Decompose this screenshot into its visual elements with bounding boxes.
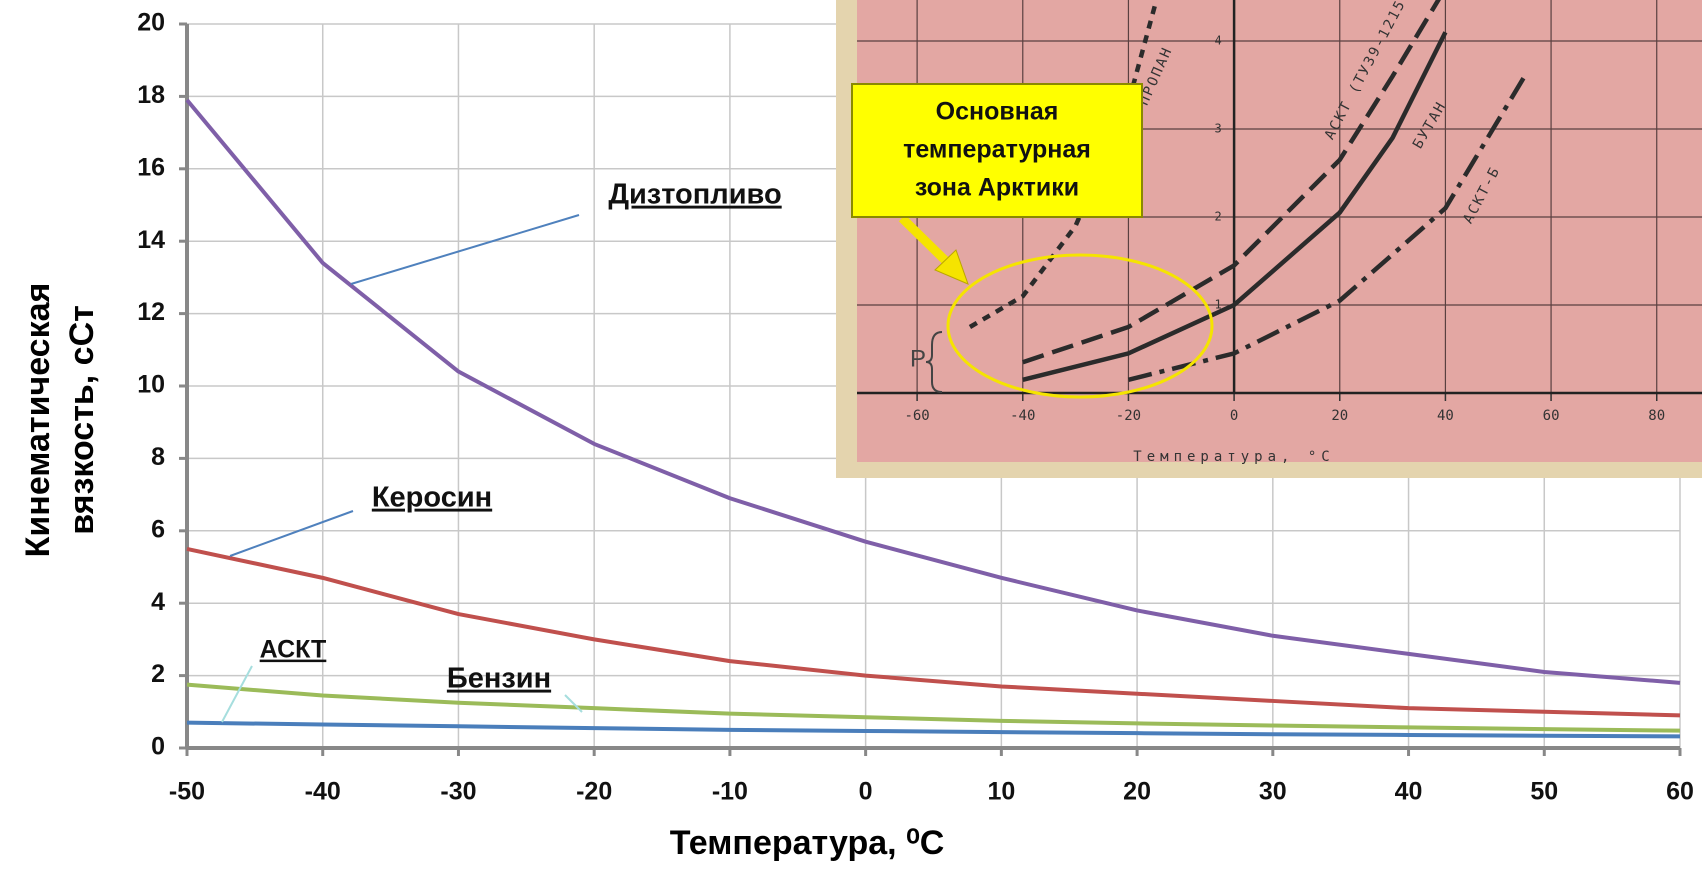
inset-y-tick-label: 4 <box>1214 34 1221 48</box>
y-tick-label: 0 <box>151 733 165 761</box>
callout-text: Основная <box>936 98 1059 126</box>
y-tick-label: 2 <box>151 660 165 688</box>
series-label: Бензин <box>447 663 551 695</box>
x-tick-label: 10 <box>987 778 1015 806</box>
y-tick-label: 14 <box>137 226 165 254</box>
x-tick-label: 50 <box>1530 778 1558 806</box>
y-tick-label: 8 <box>151 443 165 471</box>
series-label: АСКТ <box>260 636 327 664</box>
chart: Температура, ⁰C Кинематическая вязкость,… <box>0 0 1702 873</box>
x-tick-label: -20 <box>576 778 612 806</box>
x-axis-title: Температура, ⁰C <box>670 824 945 862</box>
y-tick-label: 6 <box>151 515 165 543</box>
series-label: Дизтопливо <box>608 179 781 211</box>
y-axis-title-line: Кинематическая <box>19 283 57 558</box>
inset-x-tick-label: 40 <box>1437 408 1454 424</box>
x-tick-label: 30 <box>1259 778 1287 806</box>
y-tick-label: 16 <box>137 153 165 181</box>
callout-text: зона Арктики <box>915 174 1079 202</box>
y-axis-title: Кинематическая вязкость, сСт <box>19 283 101 558</box>
inset-y-tick-label: 3 <box>1214 122 1221 136</box>
inset-x-tick-label: -40 <box>1010 408 1035 424</box>
leader-line <box>222 666 252 722</box>
y-axis-title-line: вязкость, сСт <box>63 305 101 535</box>
x-tick-label: -10 <box>712 778 748 806</box>
x-tick-label: 0 <box>859 778 873 806</box>
series-label: Керосин <box>372 482 492 514</box>
y-tick-label: 20 <box>137 9 165 37</box>
y-tick-label: 18 <box>137 81 165 109</box>
inset-x-tick-label: -60 <box>904 408 929 424</box>
y-tick-label: 12 <box>137 298 165 326</box>
x-tick-label: -30 <box>440 778 476 806</box>
y-tick-label: 10 <box>137 371 165 399</box>
x-tick-label: 40 <box>1395 778 1423 806</box>
inset-x-tick-label: 20 <box>1331 408 1348 424</box>
inset-x-tick-label: 60 <box>1543 408 1560 424</box>
inset-x-tick-label: 0 <box>1230 408 1238 424</box>
y-tick-label: 4 <box>151 588 165 616</box>
x-tick-label: -50 <box>169 778 205 806</box>
series-line <box>187 549 1680 716</box>
leader-line <box>230 511 353 556</box>
inset-x-tick-label: 80 <box>1648 408 1665 424</box>
inset-x-tick-label: -20 <box>1116 408 1141 424</box>
leader-line <box>565 695 582 712</box>
inset-p-label: P <box>910 345 926 372</box>
callout-text: температурная <box>903 136 1091 164</box>
inset-y-tick-label: 2 <box>1214 210 1221 224</box>
x-tick-label: 60 <box>1666 778 1694 806</box>
inset-x-axis-title: Температура, °C <box>1133 449 1334 465</box>
x-tick-label: 20 <box>1123 778 1151 806</box>
x-tick-label: -40 <box>305 778 341 806</box>
leader-line <box>351 215 579 284</box>
